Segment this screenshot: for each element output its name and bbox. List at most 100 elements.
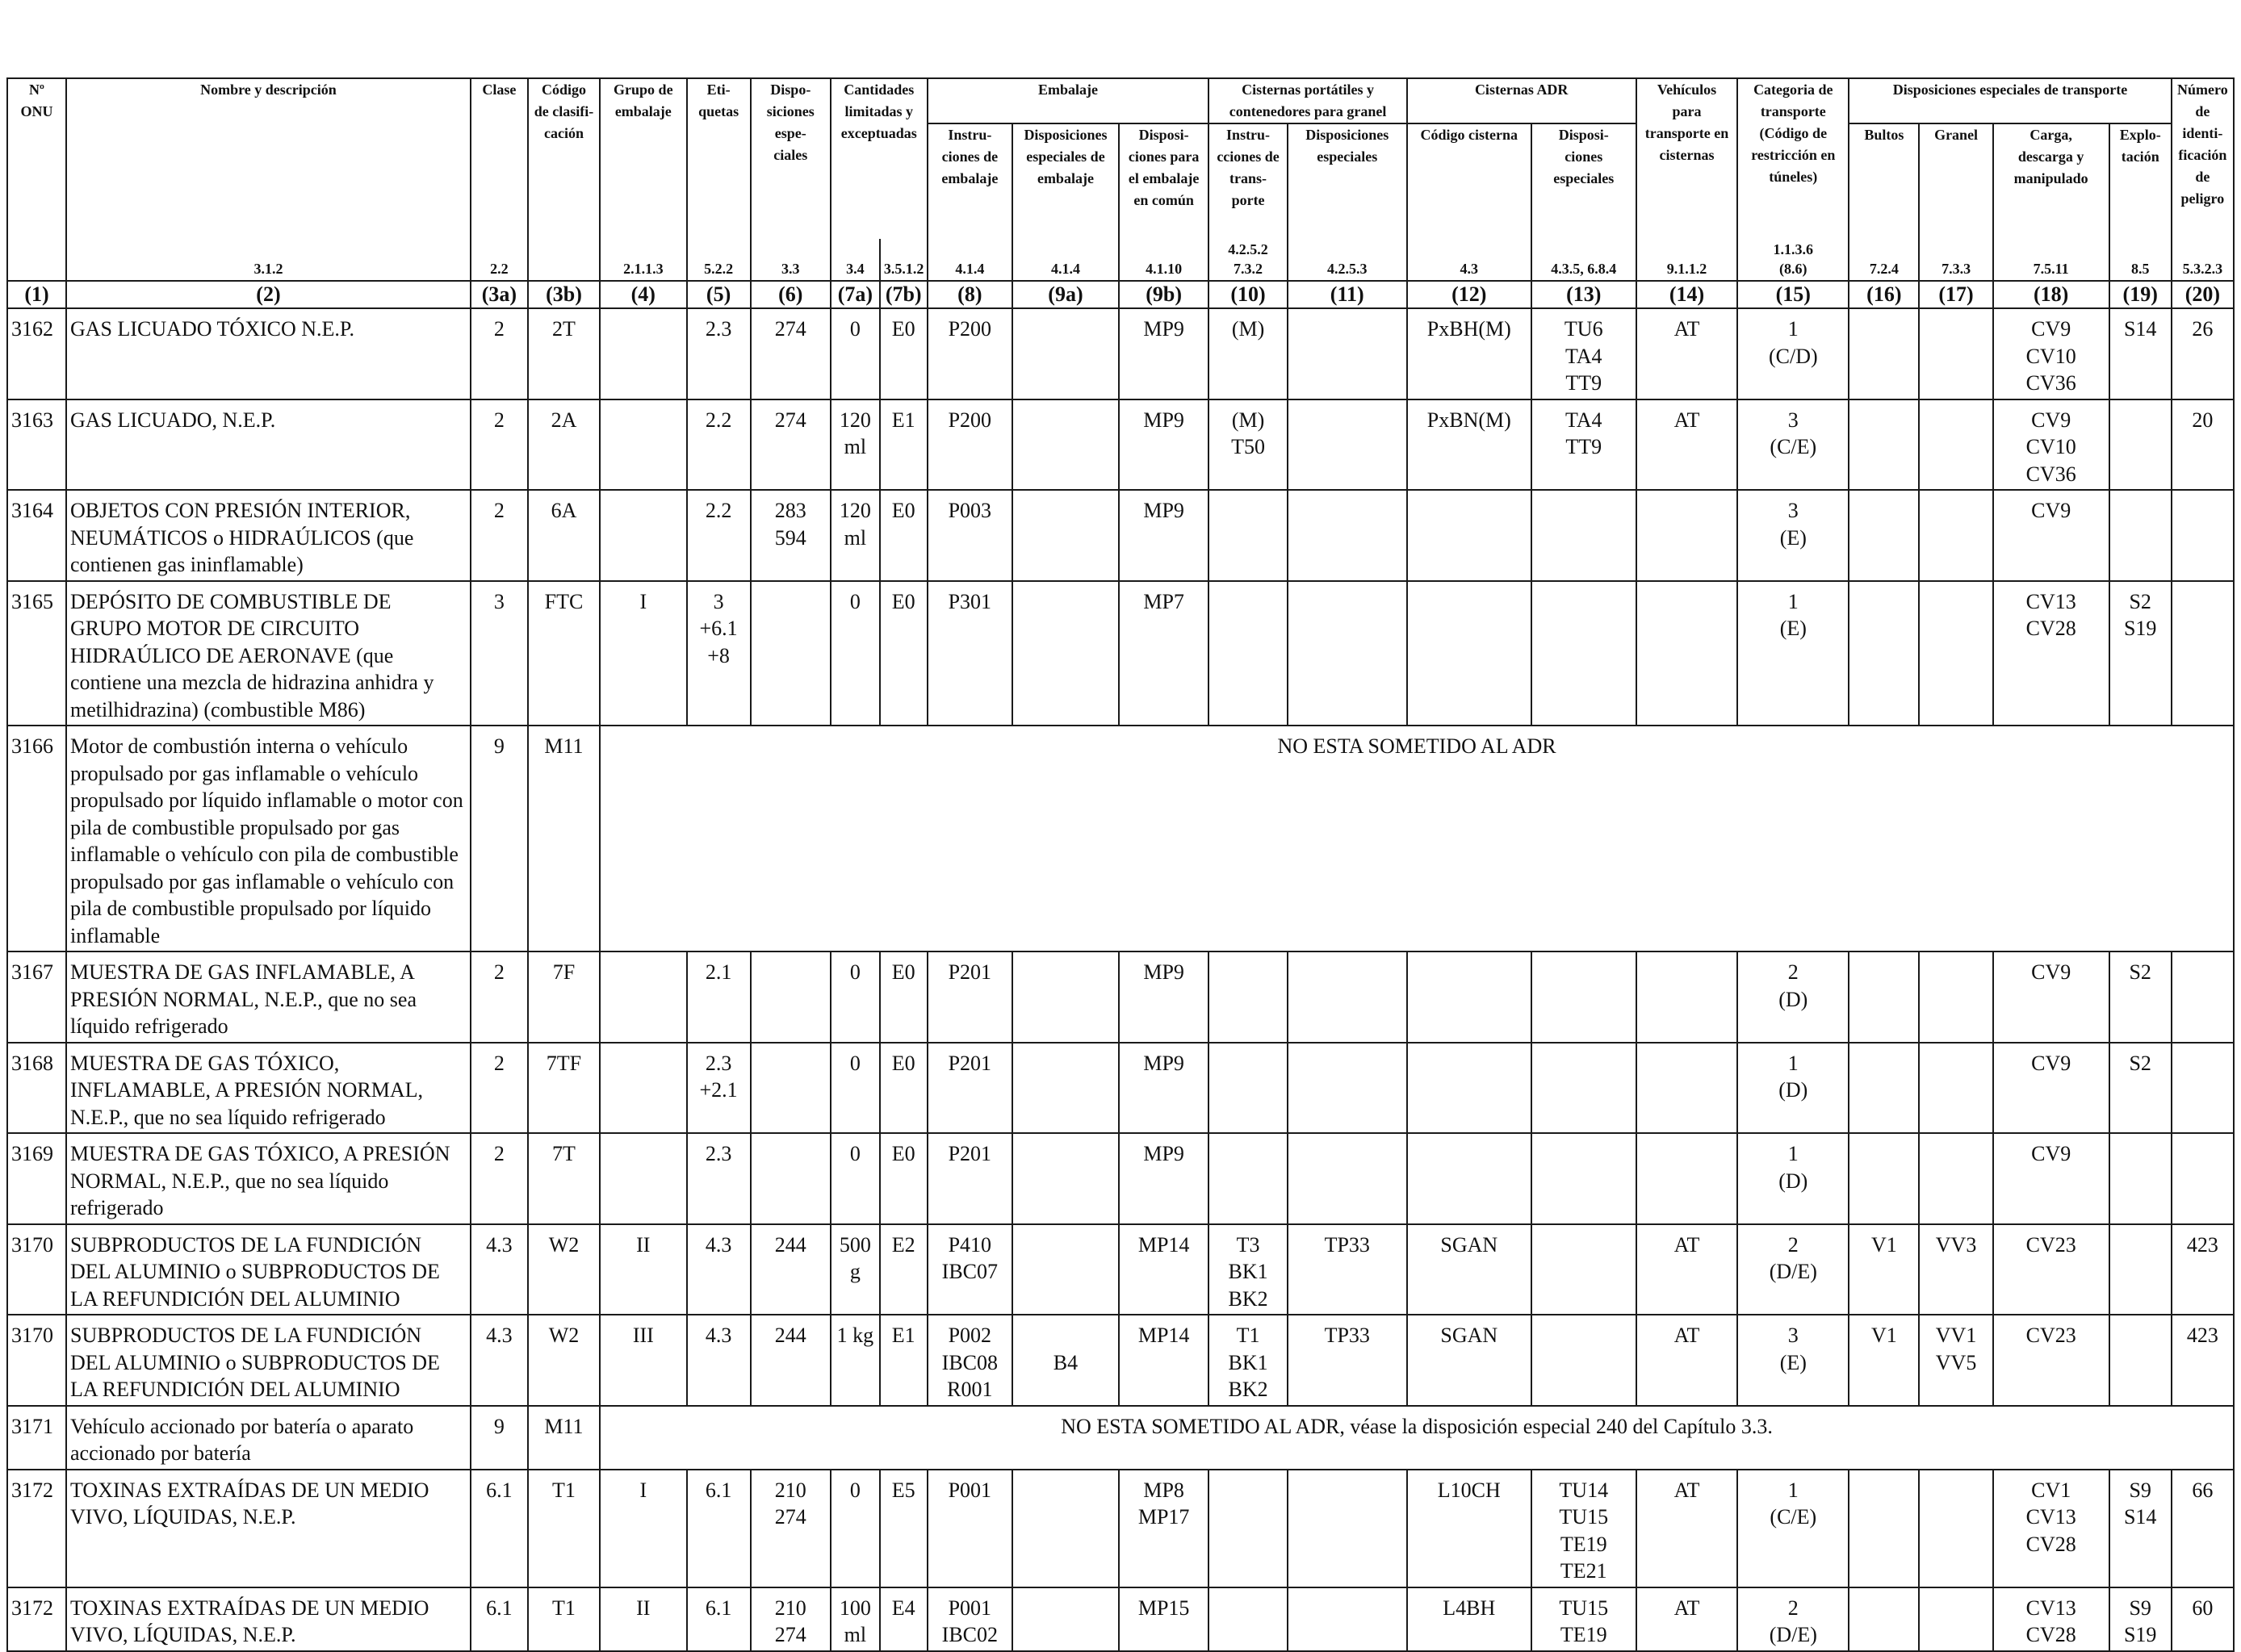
cell-c17 <box>1918 1132 1994 1225</box>
header-packing-group: Grupo de embalaje <box>599 77 688 239</box>
cell-c3a: 9 <box>469 1404 529 1470</box>
table-row: 3170 SUBPRODUCTOS DE LA FUNDICIÓN DEL ALU… <box>6 1223 2235 1315</box>
cell-c20 <box>2170 489 2235 582</box>
cell-c14: AT <box>1635 1468 1739 1588</box>
cell-c18: CV9 <box>1992 951 2110 1043</box>
cell-c6 <box>749 1041 831 1134</box>
column-number: (19) <box>2108 280 2172 309</box>
header-tank-special-provisions: Disposiciones especiales <box>1286 123 1408 239</box>
cell-c7a: 0 <box>829 307 881 400</box>
un-number-cell: 3172 <box>6 1468 67 1588</box>
cell-c8: P200 <box>926 307 1014 400</box>
cell-c3a: 2 <box>469 951 529 1043</box>
cell-c4 <box>599 307 688 400</box>
cell-c8: P301 <box>926 579 1014 726</box>
cell-c6 <box>749 579 831 726</box>
cell-c9a: B4 <box>1012 1314 1120 1407</box>
cell-c5: 2.2 <box>685 489 752 582</box>
cell-c13: TU15 TE19 <box>1530 1586 1637 1652</box>
cell-c18: CV1 CV13 CV28 <box>1992 1468 2110 1588</box>
ref-col19: 8.5 <box>2108 239 2172 282</box>
cell-c19: S14 <box>2108 307 2172 400</box>
ref-col20: 5.3.2.3 <box>2170 239 2235 282</box>
table-row: 3171 Vehículo accionado por batería o apa… <box>6 1404 2235 1470</box>
cell-c17 <box>1918 951 1994 1043</box>
table-row: 3172 TOXINAS EXTRAÍDAS DE UN MEDIO VIVO, … <box>6 1468 2235 1588</box>
cell-c11 <box>1286 489 1408 582</box>
cell-c11 <box>1286 1468 1408 1588</box>
un-number-cell: 3167 <box>6 951 67 1043</box>
cell-c12: PxBH(M) <box>1405 307 1532 400</box>
cell-c20 <box>2170 951 2235 1043</box>
cell-c12 <box>1405 1132 1532 1225</box>
cell-c9a <box>1012 579 1120 726</box>
column-number: (7b) <box>878 280 928 309</box>
cell-c6: 210 274 <box>749 1586 831 1652</box>
ref-col3b <box>526 239 601 282</box>
cell-c5: 2.1 <box>685 951 752 1043</box>
table-row: 3164 OBJETOS CON PRESIÓN INTERIOR, NEUMÁT… <box>6 489 2235 582</box>
cell-c19 <box>2108 1223 2172 1315</box>
column-number: (13) <box>1530 280 1637 309</box>
header-classification-code: Código de clasifi- cación <box>526 77 601 239</box>
cell-c11 <box>1286 1041 1408 1134</box>
header-limited-excepted-quantities: Cantidades limitadas y exceptuadas <box>829 77 928 239</box>
cell-c7a: 1 kg <box>829 1314 881 1407</box>
ref-col9b: 4.1.10 <box>1117 239 1210 282</box>
cell-c12 <box>1405 579 1532 726</box>
cell-c9b: MP14 <box>1117 1223 1210 1315</box>
cell-c12 <box>1405 1041 1532 1134</box>
cell-c3b: 7T <box>526 1132 601 1225</box>
cell-c14 <box>1635 1041 1739 1134</box>
cell-c16 <box>1848 579 1921 726</box>
column-number: (6) <box>749 280 831 309</box>
cell-c4: I <box>599 1468 688 1588</box>
cell-c4 <box>599 951 688 1043</box>
cell-c19 <box>2108 1132 2172 1225</box>
cell-c3a: 9 <box>469 725 529 952</box>
cell-c6: 244 <box>749 1314 831 1407</box>
cell-c3b: 7TF <box>526 1041 601 1134</box>
cell-c4: III <box>599 1314 688 1407</box>
column-number: (15) <box>1736 280 1850 309</box>
name-description-cell: GAS LICUADO, N.E.P. <box>65 398 471 491</box>
cell-c16 <box>1848 307 1921 400</box>
header-tank-instructions: Instru- cciones de trans- porte <box>1208 123 1288 239</box>
header-loading-unloading-handling: Carga, descarga y manipulado <box>1992 123 2110 239</box>
cell-c16 <box>1848 951 1921 1043</box>
ref-col2: 3.1.2 <box>65 239 471 282</box>
cell-c15: 2 (D/E) <box>1736 1223 1850 1315</box>
un-number-cell: 3170 <box>6 1223 67 1315</box>
cell-c3a: 6.1 <box>469 1586 529 1652</box>
cell-c9a <box>1012 398 1120 491</box>
cell-c7a: 500 g <box>829 1223 881 1315</box>
cell-c19: S2 <box>2108 951 2172 1043</box>
un-number-cell: 3164 <box>6 489 67 582</box>
un-number-cell: 3168 <box>6 1041 67 1134</box>
cell-c3a: 2 <box>469 307 529 400</box>
table-row: 3163 GAS LICUADO, N.E.P. 2 2A 2.2 274 120 ml E1… <box>6 398 2235 491</box>
cell-c9b: MP9 <box>1117 951 1210 1043</box>
cell-c3a: 2 <box>469 1041 529 1134</box>
cell-c13 <box>1530 951 1637 1043</box>
cell-c13: TA4 TT9 <box>1530 398 1637 491</box>
dangerous-goods-list-table: Nº ONU Nombre y descripción Clase Código… <box>6 77 2235 1652</box>
cell-c9b: MP9 <box>1117 398 1210 491</box>
cell-c7a: 100 ml <box>829 1586 881 1652</box>
header-adr-tank-special-provisions: Disposi- ciones especiales <box>1530 123 1637 239</box>
cell-c8: P201 <box>926 1132 1014 1225</box>
cell-c6: 244 <box>749 1223 831 1315</box>
cell-c7a: 120 ml <box>829 489 881 582</box>
name-description-cell: DEPÓSITO DE COMBUSTIBLE DE GRUPO MOTOR D… <box>65 579 471 726</box>
header-name-description: Nombre y descripción <box>65 77 471 239</box>
cell-c3a: 4.3 <box>469 1314 529 1407</box>
cell-c12: SGAN <box>1405 1314 1532 1407</box>
name-description-cell: TOXINAS EXTRAÍDAS DE UN MEDIO VIVO, LÍQU… <box>65 1468 471 1588</box>
cell-c3a: 4.3 <box>469 1223 529 1315</box>
cell-c9b: MP7 <box>1117 579 1210 726</box>
cell-c4: I <box>599 579 688 726</box>
header-tank-code: Código cisterna <box>1405 123 1532 239</box>
cell-c10 <box>1208 1468 1288 1588</box>
cell-c10: T1 BK1 BK2 <box>1208 1314 1288 1407</box>
cell-c15: 2 (D/E) <box>1736 1586 1850 1652</box>
